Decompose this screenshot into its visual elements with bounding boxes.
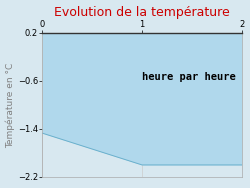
Title: Evolution de la température: Evolution de la température: [54, 6, 230, 19]
Y-axis label: Température en °C: Température en °C: [6, 62, 15, 148]
Text: heure par heure: heure par heure: [142, 72, 236, 82]
